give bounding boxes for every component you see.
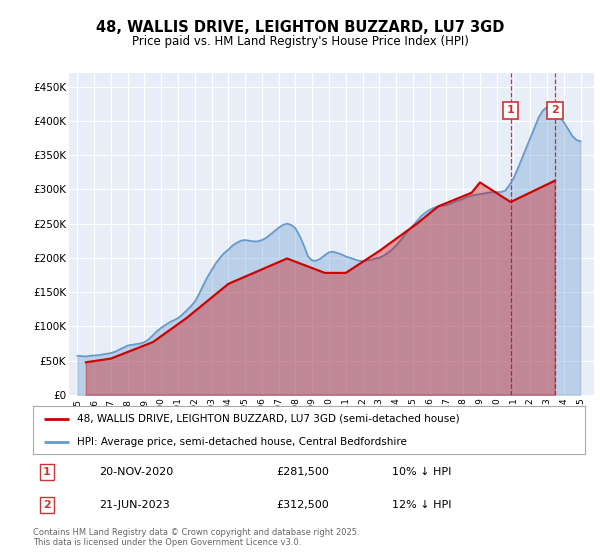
- Text: 12% ↓ HPI: 12% ↓ HPI: [392, 500, 451, 510]
- Text: 10% ↓ HPI: 10% ↓ HPI: [392, 467, 451, 477]
- Text: Contains HM Land Registry data © Crown copyright and database right 2025.
This d: Contains HM Land Registry data © Crown c…: [33, 528, 359, 547]
- Text: £281,500: £281,500: [276, 467, 329, 477]
- Text: 20-NOV-2020: 20-NOV-2020: [99, 467, 173, 477]
- Text: 48, WALLIS DRIVE, LEIGHTON BUZZARD, LU7 3GD (semi-detached house): 48, WALLIS DRIVE, LEIGHTON BUZZARD, LU7 …: [77, 414, 460, 424]
- Text: 21-JUN-2023: 21-JUN-2023: [99, 500, 170, 510]
- Text: HPI: Average price, semi-detached house, Central Bedfordshire: HPI: Average price, semi-detached house,…: [77, 437, 407, 447]
- Text: 2: 2: [43, 500, 50, 510]
- Text: 1: 1: [43, 467, 50, 477]
- Text: Price paid vs. HM Land Registry's House Price Index (HPI): Price paid vs. HM Land Registry's House …: [131, 35, 469, 48]
- Text: 2: 2: [551, 105, 559, 115]
- Text: 48, WALLIS DRIVE, LEIGHTON BUZZARD, LU7 3GD: 48, WALLIS DRIVE, LEIGHTON BUZZARD, LU7 …: [96, 20, 504, 35]
- Text: 1: 1: [507, 105, 515, 115]
- Text: £312,500: £312,500: [276, 500, 329, 510]
